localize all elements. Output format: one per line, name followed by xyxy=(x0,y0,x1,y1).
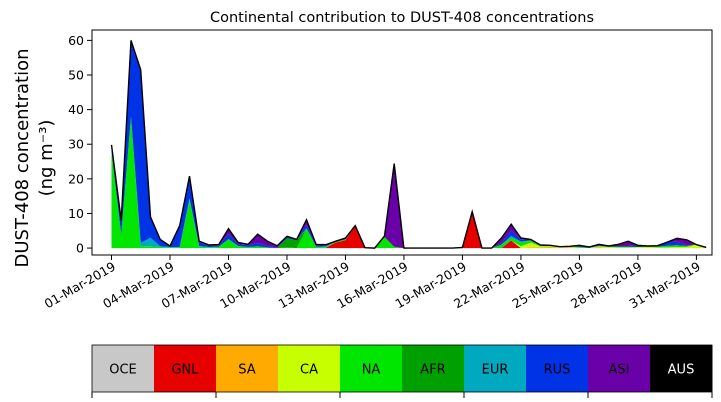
y-tick-label: 0 xyxy=(76,241,84,256)
legend-swatch-sa xyxy=(216,345,279,392)
y-tick-label: 50 xyxy=(68,68,84,83)
area-aus xyxy=(111,40,707,249)
legend-label-asi: ASI xyxy=(609,363,630,378)
y-tick-label: 60 xyxy=(68,33,84,48)
legend-swatch-na xyxy=(340,345,403,392)
legend-label-na: NA xyxy=(362,363,381,378)
legend-label-oce: OCE xyxy=(109,363,137,378)
y-tick-label: 10 xyxy=(68,206,84,221)
total-outline xyxy=(110,40,707,249)
plot-frame xyxy=(91,29,713,256)
area-afr xyxy=(111,116,707,249)
area-na xyxy=(111,116,707,249)
chart-title: Continental contribution to DUST-408 con… xyxy=(210,10,594,26)
legend-frame xyxy=(91,344,713,393)
stacked-areas xyxy=(110,40,707,249)
area-asi xyxy=(111,40,707,249)
legend-label-gnl: GNL xyxy=(171,363,199,378)
y-tick-label: 40 xyxy=(68,102,84,117)
y-tick-label: 20 xyxy=(68,171,84,186)
legend-swatch-aus xyxy=(650,345,713,392)
legend-label-afr: AFR xyxy=(420,363,445,378)
y-axis-unit-label: (ng m⁻³) xyxy=(36,120,57,197)
legend-label-aus: AUS xyxy=(668,363,695,378)
legend-swatch-gnl xyxy=(154,345,217,392)
legend-label-eur: EUR xyxy=(482,363,509,378)
legend-label-sa: SA xyxy=(238,363,255,378)
x-axis: 01-Mar-201904-Mar-201907-Mar-201910-Mar-… xyxy=(42,255,703,311)
legend-label-ca: CA xyxy=(300,363,318,378)
y-axis: 0 10 20 30 40 50 60 xyxy=(68,33,92,256)
legend-swatch-eur xyxy=(464,345,527,392)
legend-swatch-ca xyxy=(278,345,341,392)
legend-swatch-afr xyxy=(402,345,465,392)
legend-colorbar: OCE GNL SA CA NA AFR EUR RUS ASI AUS xyxy=(91,344,713,398)
area-eur xyxy=(111,116,707,249)
legend-swatch-asi xyxy=(588,345,651,392)
y-tick-label: 30 xyxy=(68,137,84,152)
y-axis-label: DUST-408 concentration xyxy=(12,48,33,267)
legend-label-rus: RUS xyxy=(544,363,571,378)
area-rus xyxy=(111,40,707,249)
legend-swatch-oce xyxy=(92,345,155,392)
legend-swatch-rus xyxy=(526,345,589,392)
